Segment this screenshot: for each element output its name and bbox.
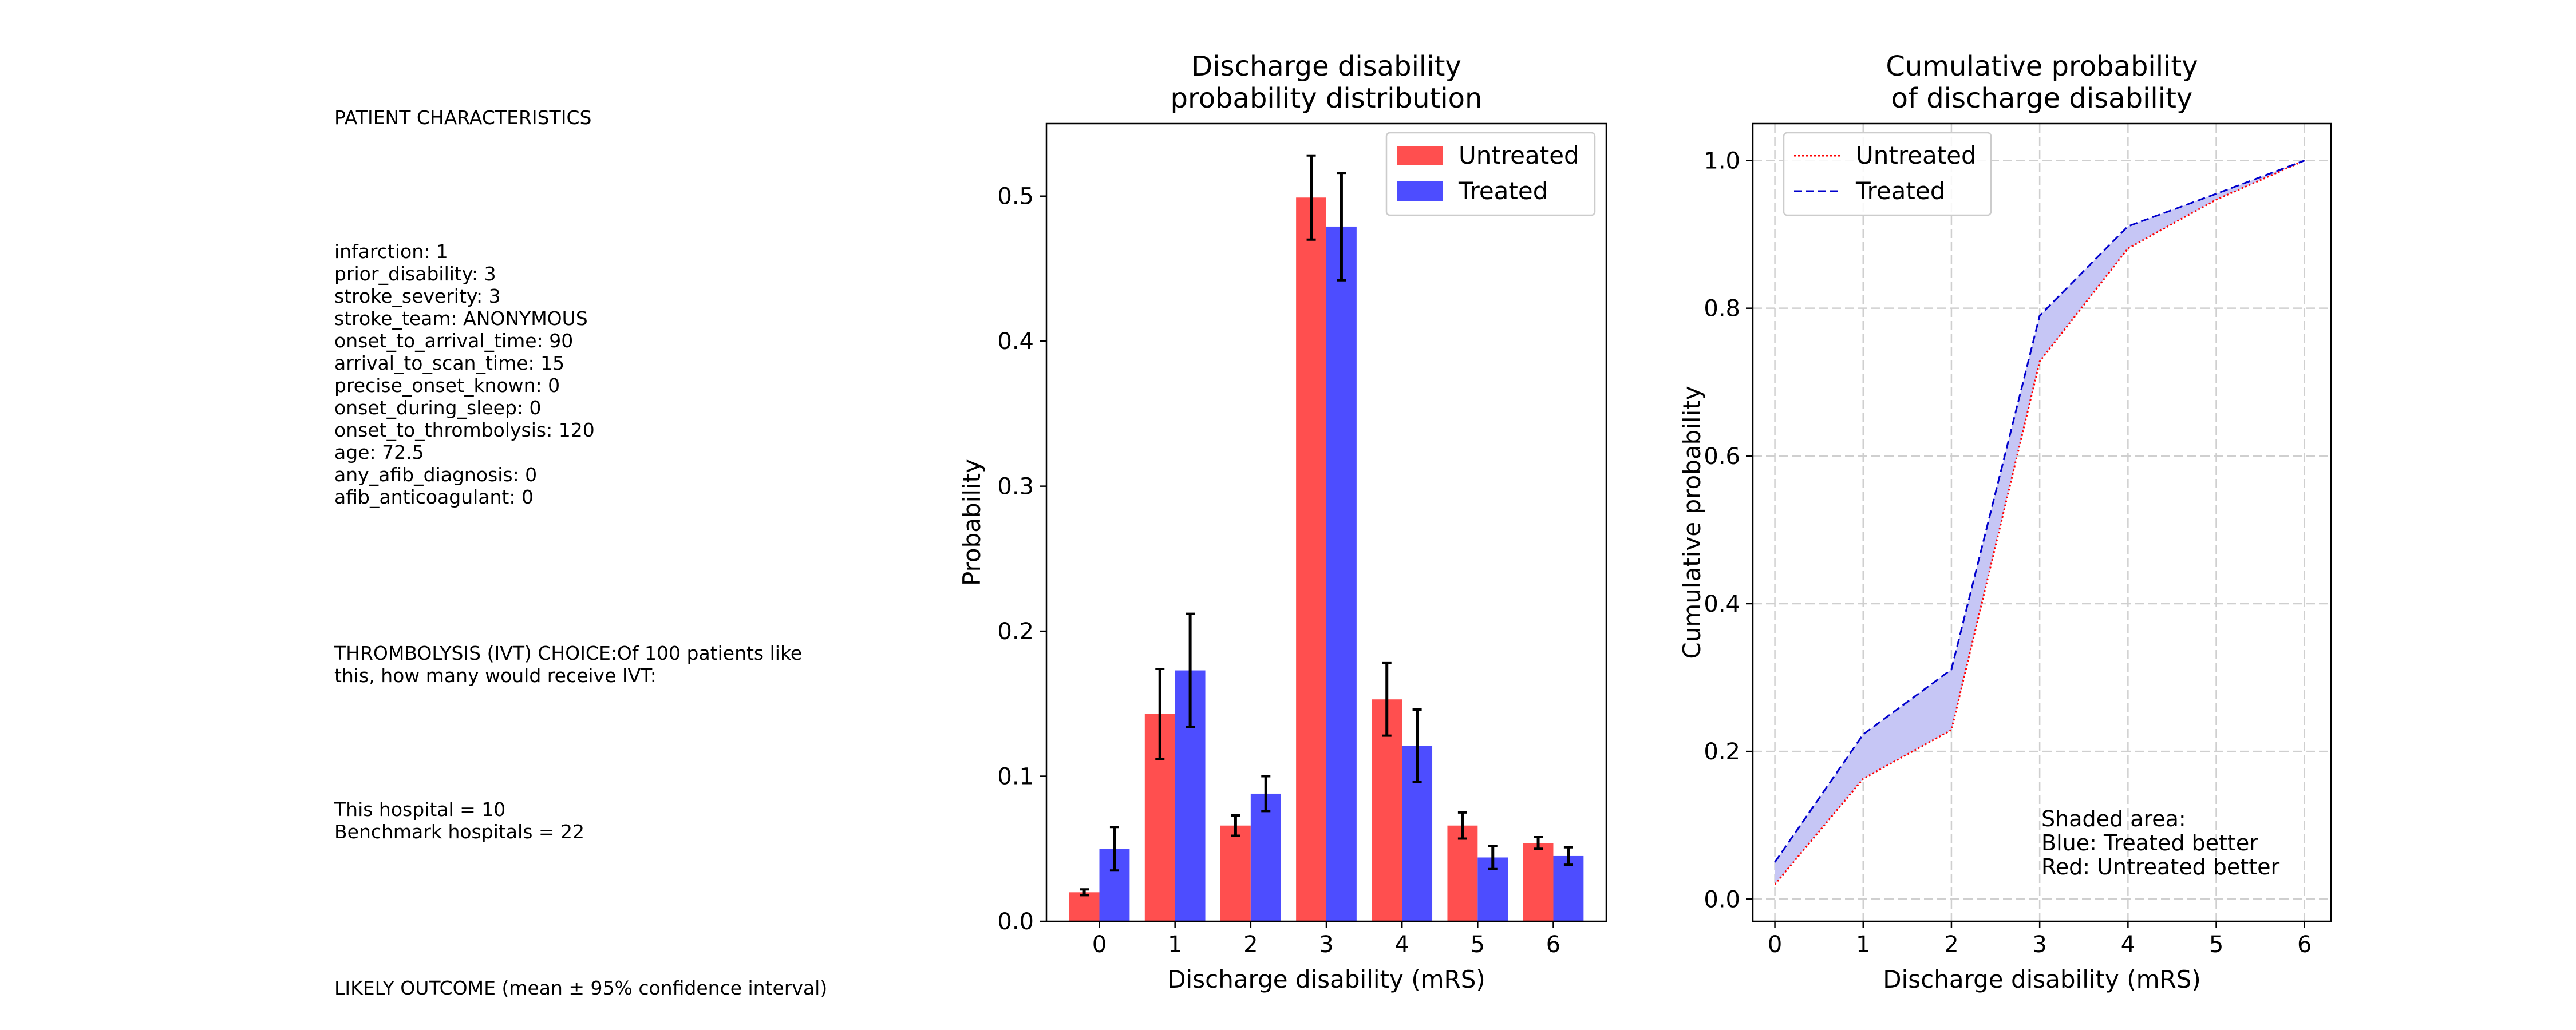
- patient-characteristics-heading: PATIENT CHARACTERISTICS: [334, 106, 592, 129]
- shaded-area-note: Blue: Treated better: [2041, 830, 2258, 855]
- x-tick-label: 5: [1471, 932, 1485, 958]
- error-bar: [1488, 845, 1498, 870]
- x-axis-label: Discharge disability (mRS): [1883, 965, 2201, 993]
- ivt-result-line: This hospital = 10: [334, 798, 506, 821]
- error-bar: [1337, 172, 1346, 282]
- ivt-choice-text: THROMBOLYSIS (IVT) CHOICE:Of 100 patient…: [334, 642, 935, 687]
- patient-characteristics-list: infarction: 1 prior_disability: 3 stroke_s…: [334, 240, 935, 508]
- shaded-area: [1775, 160, 2305, 885]
- patient-characteristic-line: stroke_severity: 3: [334, 285, 501, 307]
- x-tick-label: 6: [2297, 932, 2312, 958]
- shaded-area-note: Shaded area:: [2041, 806, 2186, 831]
- error-bar: [1306, 154, 1316, 241]
- bar-treated: [1553, 855, 1584, 921]
- patient-characteristic-line: any_afib_diagnosis: 0: [334, 464, 538, 486]
- ivt-choice-line: THROMBOLYSIS (IVT) CHOICE:Of 100 patient…: [334, 642, 803, 664]
- x-tick-label: 3: [2032, 932, 2046, 958]
- error-bar: [1109, 826, 1119, 872]
- bar-treated: [1250, 793, 1281, 921]
- line-treated: [1774, 160, 2305, 863]
- line-untreated: [1774, 160, 2305, 885]
- y-tick-label: 0.2: [1704, 739, 1740, 765]
- y-tick-label: 0.8: [1704, 296, 1740, 322]
- legend-label: Treated: [1458, 177, 1548, 205]
- x-tick-label: 3: [1319, 932, 1333, 958]
- y-tick-label: 0.4: [997, 328, 1034, 355]
- y-tick-label: 0.4: [1704, 591, 1740, 617]
- ivt-choice-results: This hospital = 10 Benchmark hospitals = …: [334, 798, 935, 843]
- x-tick-label: 2: [1243, 932, 1258, 958]
- likely-outcome-heading: LIKELY OUTCOME (mean ± 95% confidence in…: [334, 977, 828, 999]
- x-tick-label: 0: [1768, 932, 1782, 958]
- legend-label: Untreated: [1856, 141, 1977, 169]
- error-bar: [1186, 612, 1195, 728]
- chart-title-line: probability distribution: [1171, 82, 1483, 114]
- error-bar: [1080, 888, 1089, 897]
- x-tick-label: 5: [2209, 932, 2223, 958]
- y-tick-label: 0.5: [997, 184, 1034, 210]
- patient-characteristic-line: age: 72.5: [334, 441, 424, 464]
- x-axis-label: Discharge disability (mRS): [1167, 965, 1485, 993]
- x-tick-label: 6: [1546, 932, 1560, 958]
- x-tick-label: 0: [1092, 932, 1107, 958]
- ivt-result-line: Benchmark hospitals = 22: [334, 821, 585, 843]
- bar-untreated: [1220, 825, 1251, 921]
- error-bar: [1231, 814, 1240, 837]
- y-axis-label: Cumulative probability: [1678, 386, 1706, 659]
- shaded-area-note: Red: Untreated better: [2041, 854, 2279, 880]
- bar-untreated: [1447, 825, 1478, 921]
- patient-characteristic-line: arrival_to_scan_time: 15: [334, 352, 565, 374]
- patient-characteristic-line: onset_during_sleep: 0: [334, 397, 542, 419]
- error-bar: [1382, 661, 1392, 737]
- patient-characteristic-line: infarction: 1: [334, 240, 448, 263]
- legend-box: [1783, 132, 1992, 216]
- legend-label: Untreated: [1459, 141, 1579, 169]
- error-bar: [1457, 811, 1467, 840]
- y-tick-label: 0.3: [997, 474, 1034, 500]
- patient-characteristic-line: onset_to_thrombolysis: 120: [334, 419, 595, 441]
- legend-swatch-treated: [1397, 181, 1443, 201]
- y-tick-label: 0.2: [997, 619, 1034, 645]
- error-bar: [1412, 708, 1422, 783]
- y-tick-label: 0.0: [997, 909, 1034, 935]
- error-bar: [1155, 667, 1165, 760]
- patient-characteristic-line: onset_to_arrival_time: 90: [334, 330, 574, 352]
- chart-title-line: Discharge disability: [1191, 50, 1461, 82]
- patient-characteristic-line: prior_disability: 3: [334, 263, 496, 285]
- x-tick-label: 1: [1856, 932, 1870, 958]
- x-tick-label: 1: [1168, 932, 1182, 958]
- error-bar: [1563, 846, 1573, 866]
- bar-treated: [1326, 226, 1357, 921]
- patient-characteristic-line: afib_anticoagulant: 0: [334, 486, 534, 508]
- x-tick-label: 4: [2121, 932, 2135, 958]
- ivt-choice-line: this, how many would receive IVT:: [334, 664, 657, 687]
- legend-swatch-untreated: [1397, 146, 1443, 165]
- patient-summary-panel: PATIENT CHARACTERISTICS infarction: 1 pri…: [334, 62, 935, 1030]
- y-tick-label: 0.1: [997, 764, 1034, 790]
- error-bar: [1534, 835, 1543, 850]
- y-axis-label: Probability: [958, 459, 986, 586]
- patient-characteristic-line: stroke_team: ANONYMOUS: [334, 307, 588, 330]
- patient-characteristic-line: precise_onset_known: 0: [334, 374, 560, 397]
- x-tick-label: 2: [1944, 932, 1958, 958]
- legend-label: Treated: [1855, 177, 1945, 205]
- chart-title-line: of discharge disability: [1891, 82, 2193, 114]
- bar-untreated: [1523, 843, 1554, 921]
- y-tick-label: 0.0: [1704, 886, 1740, 913]
- y-tick-label: 0.6: [1704, 443, 1740, 470]
- bar-untreated: [1296, 197, 1326, 921]
- bar-untreated: [1069, 892, 1100, 921]
- x-tick-label: 4: [1394, 932, 1409, 958]
- y-tick-label: 1.0: [1704, 148, 1740, 175]
- error-bar: [1261, 775, 1271, 813]
- chart-title-line: Cumulative probability: [1886, 50, 2198, 82]
- plot-frame: [1752, 122, 2332, 922]
